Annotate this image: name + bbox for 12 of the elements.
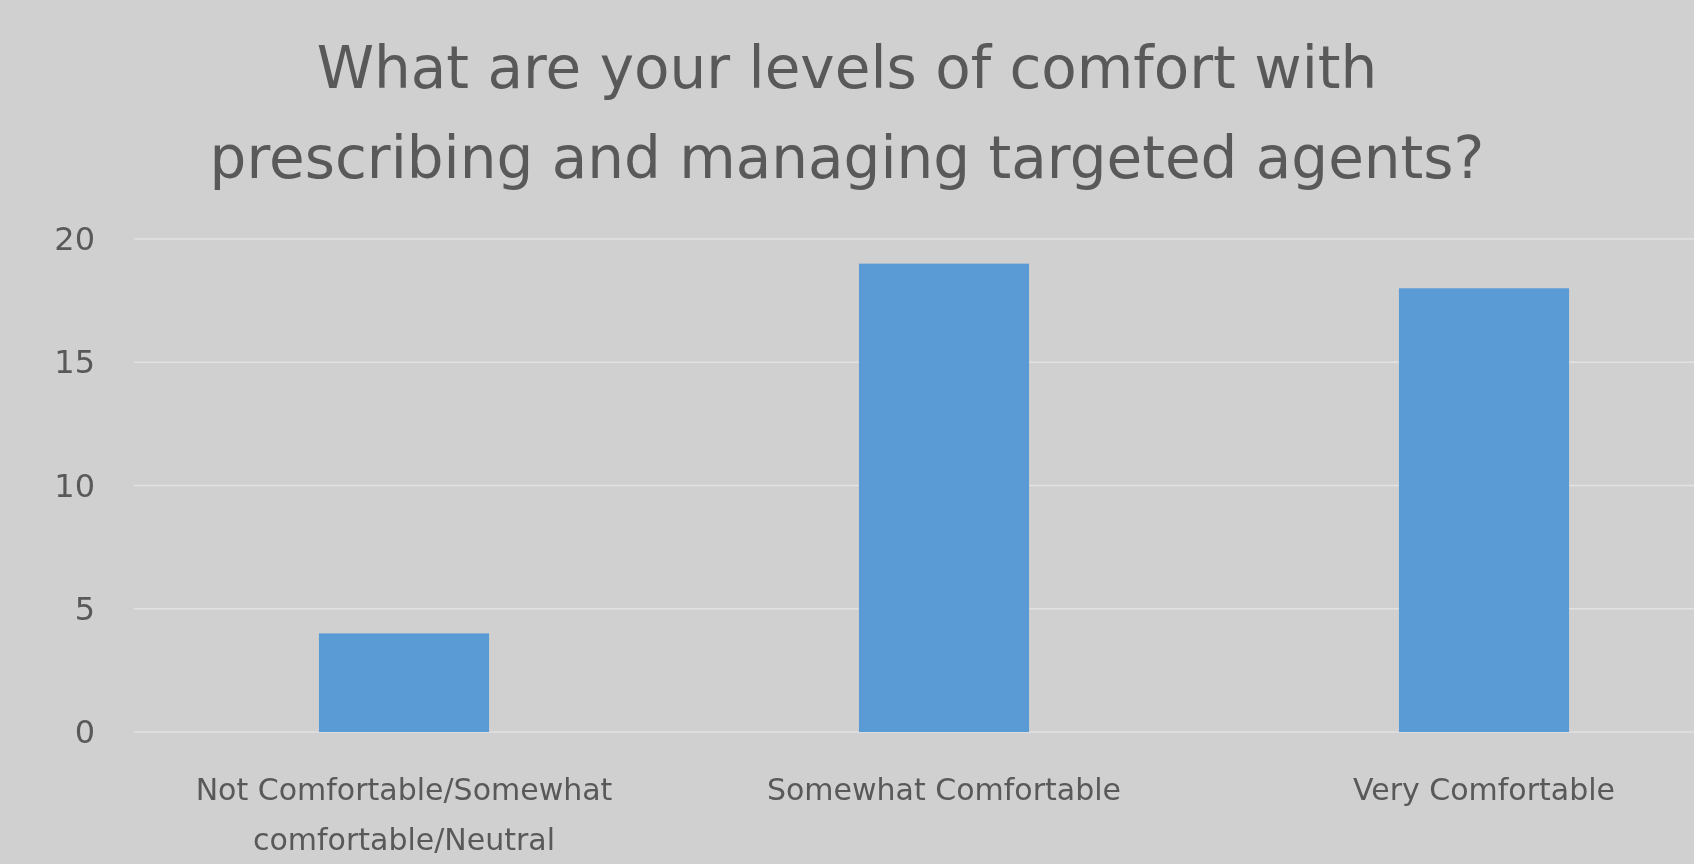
chart-title: What are your levels of comfort with prescribing and managing targeted agents?: [209, 34, 1485, 192]
y-tick-label: 10: [54, 466, 95, 505]
bar: [1398, 288, 1570, 732]
y-tick-label: 20: [54, 220, 95, 259]
bar: [858, 263, 1030, 732]
x-tick-label: Somewhat Comfortable: [766, 772, 1122, 807]
bar: [318, 633, 490, 732]
y-tick-label: 5: [74, 589, 95, 628]
y-tick-label: 15: [54, 343, 95, 382]
y-tick-label: 0: [74, 713, 95, 752]
x-tick-label: Not Comfortable/Somewhat comfortable/Neutral: [195, 772, 613, 857]
x-tick-label: Very Comfortable: [1352, 772, 1616, 807]
